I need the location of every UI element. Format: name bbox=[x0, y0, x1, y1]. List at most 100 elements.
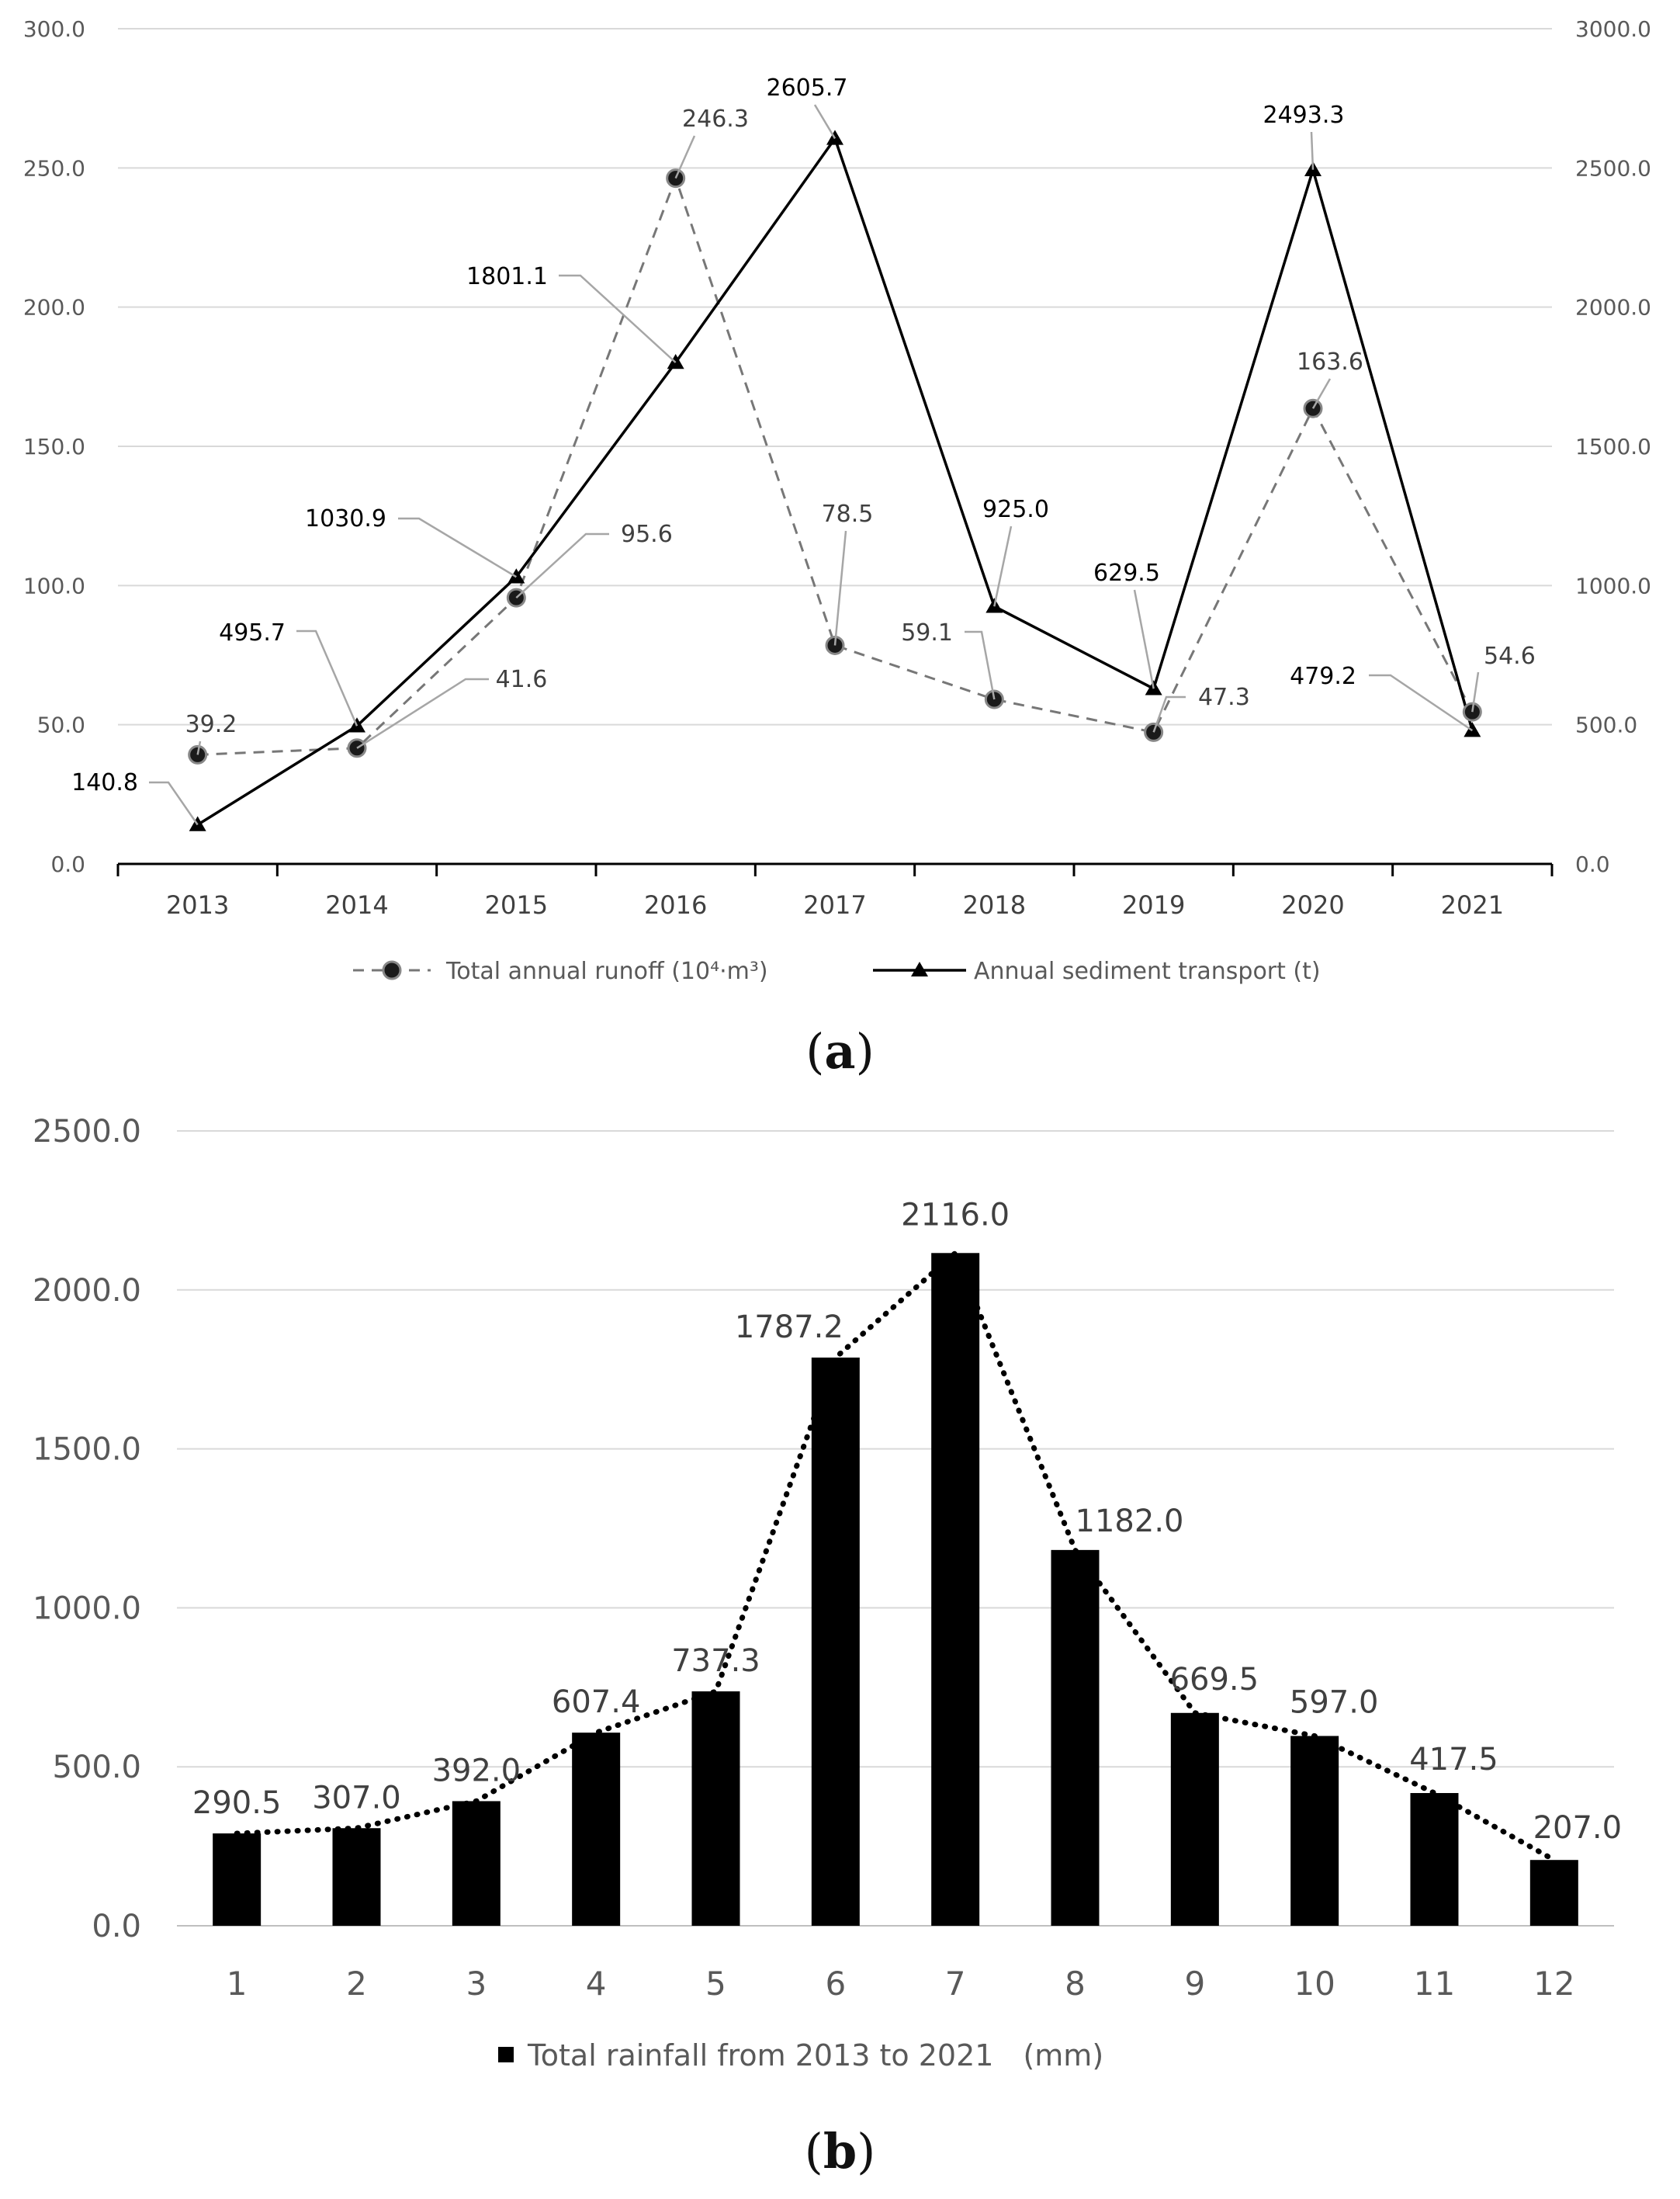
data-label-runoff: 47.3 bbox=[1198, 684, 1250, 711]
bar bbox=[1290, 1736, 1339, 1926]
series-line-runoff bbox=[197, 175, 1474, 756]
y-right-tick-label: 3000.0 bbox=[1575, 16, 1651, 42]
leader-line-runoff bbox=[833, 530, 847, 646]
bar bbox=[572, 1732, 621, 1926]
data-label-runoff: 54.6 bbox=[1484, 643, 1536, 670]
y-left-tick-label: 0.0 bbox=[50, 852, 85, 877]
bar bbox=[1051, 1549, 1100, 1926]
data-label: 607.4 bbox=[552, 1684, 641, 1720]
bar bbox=[1170, 1712, 1219, 1926]
leader-line-runoff bbox=[356, 678, 489, 749]
x-tick-label: 3 bbox=[466, 1965, 487, 2003]
panel-label-b: (b) bbox=[804, 2123, 876, 2180]
bar bbox=[452, 1801, 501, 1926]
x-tick-label: 7 bbox=[945, 1965, 966, 2003]
x-tick-label: 2015 bbox=[485, 890, 548, 920]
data-label-sediment: 1801.1 bbox=[466, 263, 548, 290]
data-label-runoff: 59.1 bbox=[901, 619, 953, 647]
leader-line-runoff bbox=[1152, 695, 1186, 733]
legend-marker-sediment bbox=[911, 962, 928, 976]
leader-line-sediment bbox=[559, 274, 677, 363]
bar bbox=[1529, 1860, 1578, 1926]
x-tick-label: 2019 bbox=[1122, 890, 1185, 920]
trendline bbox=[234, 1248, 1557, 1863]
x-tick-label: 2016 bbox=[644, 890, 707, 920]
x-tick-label: 2020 bbox=[1281, 890, 1344, 920]
data-label: 597.0 bbox=[1290, 1684, 1379, 1720]
data-label-sediment: 2493.3 bbox=[1263, 102, 1345, 129]
panel-label-a: (a) bbox=[805, 1023, 875, 1080]
x-tick-label: 12 bbox=[1533, 1965, 1574, 2003]
leader-line-sediment bbox=[813, 104, 837, 140]
data-label-sediment: 140.8 bbox=[71, 769, 138, 796]
x-tick-label: 10 bbox=[1294, 1965, 1335, 2003]
bar bbox=[931, 1253, 980, 1926]
x-tick-label: 2013 bbox=[166, 890, 229, 920]
data-label-runoff: 163.6 bbox=[1297, 349, 1363, 376]
data-label-sediment: 925.0 bbox=[982, 496, 1049, 523]
y-left-tick-label: 250.0 bbox=[23, 155, 85, 181]
data-label: 290.5 bbox=[192, 1785, 282, 1821]
leader-line-sediment bbox=[1369, 674, 1474, 732]
leader-line-runoff bbox=[674, 135, 696, 179]
data-label-sediment: 1030.9 bbox=[305, 505, 386, 532]
data-label: 2116.0 bbox=[901, 1197, 1010, 1233]
series-line-sediment bbox=[196, 135, 1474, 826]
data-label-runoff: 95.6 bbox=[621, 521, 673, 548]
x-tick-label: 1 bbox=[227, 1965, 248, 2003]
chart-b: 0.0 500.0 1000.0 1500.0 2000.0 2500.0 290.5 307… bbox=[33, 1114, 1623, 2072]
data-label: 207.0 bbox=[1533, 1810, 1623, 1846]
legend-label-rainfall: Total rainfall from 2013 to 2021 (mm) bbox=[527, 2038, 1103, 2072]
leader-line-runoff bbox=[515, 532, 609, 599]
x-tick-label: 2014 bbox=[325, 890, 388, 920]
data-label-runoff: 39.2 bbox=[185, 711, 237, 738]
leader-line-sediment bbox=[993, 525, 1013, 607]
x-tick-label: 8 bbox=[1065, 1965, 1086, 2003]
leader-line-sediment bbox=[149, 781, 199, 826]
y-right-tick-label: 0.0 bbox=[1575, 852, 1610, 877]
y-right-tick-label: 1000.0 bbox=[1575, 573, 1651, 598]
y-tick-label: 1500.0 bbox=[33, 1432, 141, 1468]
legend-label-sediment: Annual sediment transport (t) bbox=[974, 958, 1321, 985]
leader-line-runoff bbox=[1471, 671, 1480, 713]
data-label-runoff: 41.6 bbox=[496, 666, 548, 693]
y-left-tick-label: 300.0 bbox=[23, 16, 85, 42]
x-tick-label: 2021 bbox=[1441, 890, 1504, 920]
legend-marker-runoff bbox=[382, 960, 402, 980]
leader-line-runoff bbox=[965, 630, 996, 700]
y-right-tick-label: 500.0 bbox=[1575, 713, 1637, 738]
x-tick-label: 2 bbox=[346, 1965, 367, 2003]
x-tick-label: 11 bbox=[1414, 1965, 1455, 2003]
bar bbox=[332, 1828, 381, 1926]
y-tick-label: 0.0 bbox=[92, 1909, 141, 1944]
x-tick-label: 2017 bbox=[803, 890, 866, 920]
data-label-runoff: 246.3 bbox=[682, 106, 749, 133]
y-left-tick-label: 200.0 bbox=[23, 295, 85, 321]
data-label-sediment: 2605.7 bbox=[767, 75, 848, 102]
y-left-tick-label: 150.0 bbox=[23, 434, 85, 460]
leader-line-sediment bbox=[398, 517, 517, 578]
data-label: 1787.2 bbox=[735, 1309, 843, 1345]
data-label-sediment: 495.7 bbox=[219, 619, 286, 647]
bar bbox=[811, 1357, 860, 1926]
leader-line-sediment bbox=[296, 630, 359, 727]
legend-label-runoff: Total annual runoff (10⁴·m³) bbox=[445, 958, 768, 985]
y-left-tick-label: 50.0 bbox=[37, 713, 85, 738]
data-label: 737.3 bbox=[671, 1643, 760, 1679]
data-label-runoff: 78.5 bbox=[822, 501, 874, 528]
x-tick-label: 6 bbox=[825, 1965, 846, 2003]
data-label: 307.0 bbox=[312, 1780, 401, 1816]
x-tick-label: 2018 bbox=[963, 890, 1026, 920]
data-label: 417.5 bbox=[1409, 1742, 1498, 1778]
legend-swatch-rainfall bbox=[498, 2047, 514, 2062]
leader-line-sediment bbox=[1133, 589, 1155, 689]
chart-a: 0.0 50.0 100.0 150.0 200.0 250.0 300.0 0.0 500.0… bbox=[23, 16, 1651, 985]
y-tick-label: 1000.0 bbox=[33, 1590, 141, 1626]
x-tick-label: 4 bbox=[586, 1965, 607, 2003]
x-tick-label: 9 bbox=[1184, 1965, 1205, 2003]
x-tick-label: 5 bbox=[705, 1965, 726, 2003]
bar bbox=[691, 1691, 740, 1926]
leader-line-runoff bbox=[196, 741, 202, 755]
y-tick-label: 2000.0 bbox=[33, 1273, 141, 1309]
bar bbox=[1410, 1792, 1459, 1926]
